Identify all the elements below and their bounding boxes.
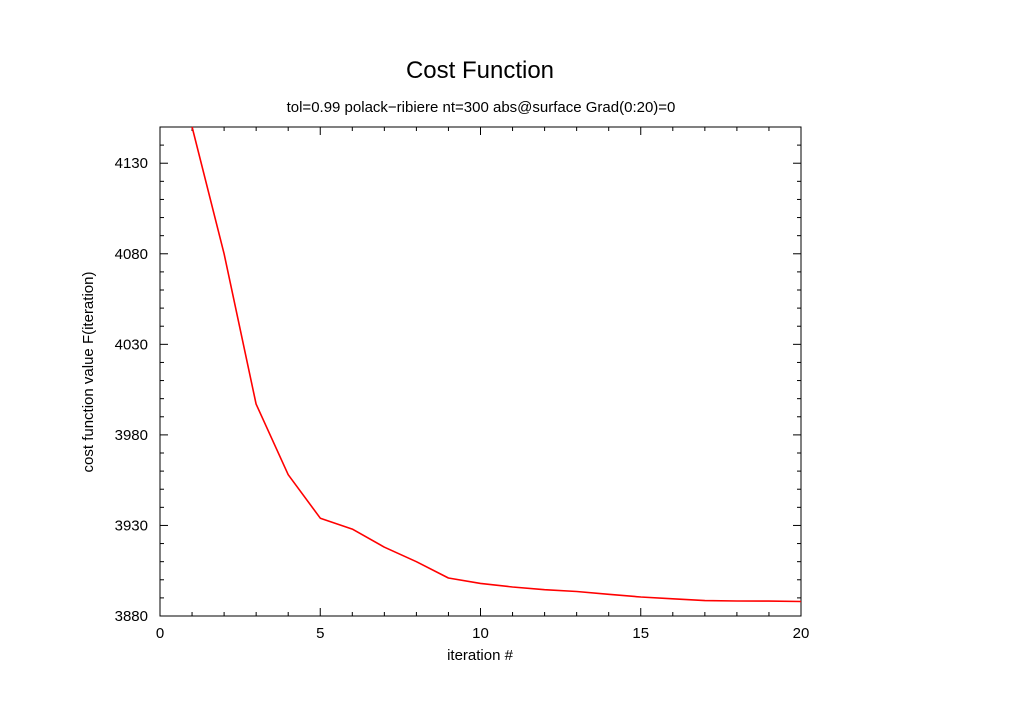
y-tick-label: 3930 <box>115 517 148 534</box>
x-tick-label: 15 <box>632 625 649 642</box>
y-axis-label: cost function value F(iteration) <box>80 272 97 473</box>
x-axis-ticks <box>159 127 802 616</box>
chart-subtitle: tol=0.99 polack−ribiere nt=300 abs@surfa… <box>287 99 676 116</box>
y-axis-ticks <box>160 126 801 617</box>
x-tick-label: 5 <box>316 625 324 642</box>
x-tick-label: 10 <box>472 625 489 642</box>
y-tick-label: 4080 <box>115 246 148 263</box>
y-tick-label: 3980 <box>115 427 148 444</box>
x-tick-label: 20 <box>793 625 810 642</box>
y-axis-tick-labels: 3880 3930 3980 4030 4080 4130 <box>115 155 148 625</box>
series-group <box>191 126 802 603</box>
x-tick-label: 0 <box>156 625 164 642</box>
y-tick-label: 4130 <box>115 155 148 172</box>
chart-title: Cost Function <box>406 57 554 84</box>
x-axis-tick-labels: 0 5 10 15 20 <box>156 625 810 642</box>
plot-frame <box>159 126 802 617</box>
series-line <box>191 126 802 603</box>
x-axis-label: iteration # <box>447 647 514 664</box>
y-tick-label: 3880 <box>115 608 148 625</box>
y-tick-label: 4030 <box>115 336 148 353</box>
